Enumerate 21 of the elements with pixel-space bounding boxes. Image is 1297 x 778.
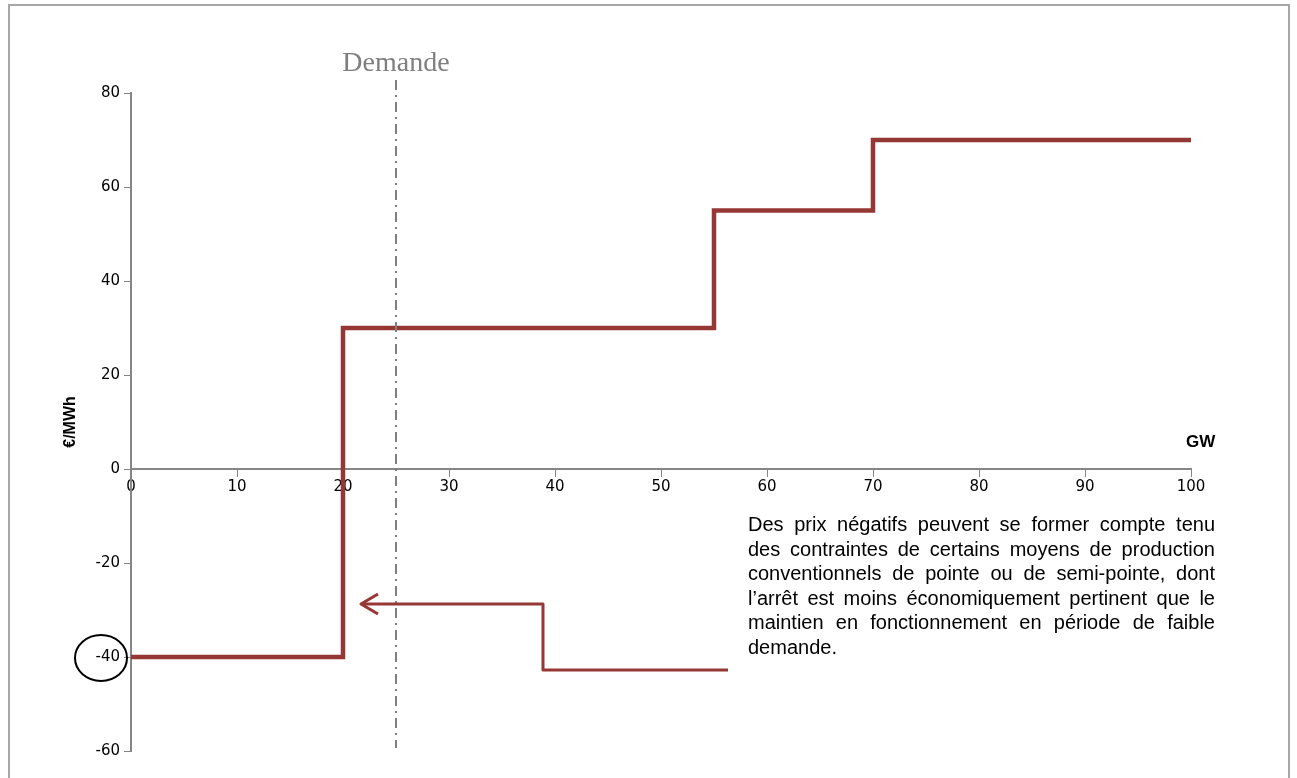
y-tick-label: 60 [100, 176, 120, 195]
x-tick-label: 100 [1176, 476, 1206, 495]
y-tick-label: 0 [110, 458, 120, 477]
ref-line-label: Demande [342, 46, 450, 77]
y-axis-title: €/MWh [61, 396, 79, 448]
y-tick-label: 20 [100, 364, 120, 383]
annotation: Des prix négatifs peuvent se former compte tenu des contraintes de certains moyens de production conventionnels de pointe ou de semi-pointe, dont l’arrêt est moins économiquement pertinent que le maintien en fonctionnement en période de faible demande. [748, 512, 1215, 659]
x-tick-label: 90 [1075, 476, 1095, 495]
y-tick-label: -20 [95, 552, 120, 571]
y-tick-label: -60 [95, 740, 120, 759]
y-tick-label: 80 [100, 82, 120, 101]
x-tick-label: 80 [969, 476, 989, 495]
x-tick-label: 10 [227, 476, 247, 495]
x-tick-label: 40 [545, 476, 565, 495]
y-tick-label: 40 [100, 270, 120, 289]
x-axis-title: GW [1186, 432, 1217, 452]
x-tick-label: 70 [863, 476, 883, 495]
y-tick-label: -40 [95, 646, 120, 665]
x-tick-label: 30 [439, 476, 459, 495]
x-tick-label: 60 [757, 476, 777, 495]
x-tick-label: 50 [651, 476, 671, 495]
